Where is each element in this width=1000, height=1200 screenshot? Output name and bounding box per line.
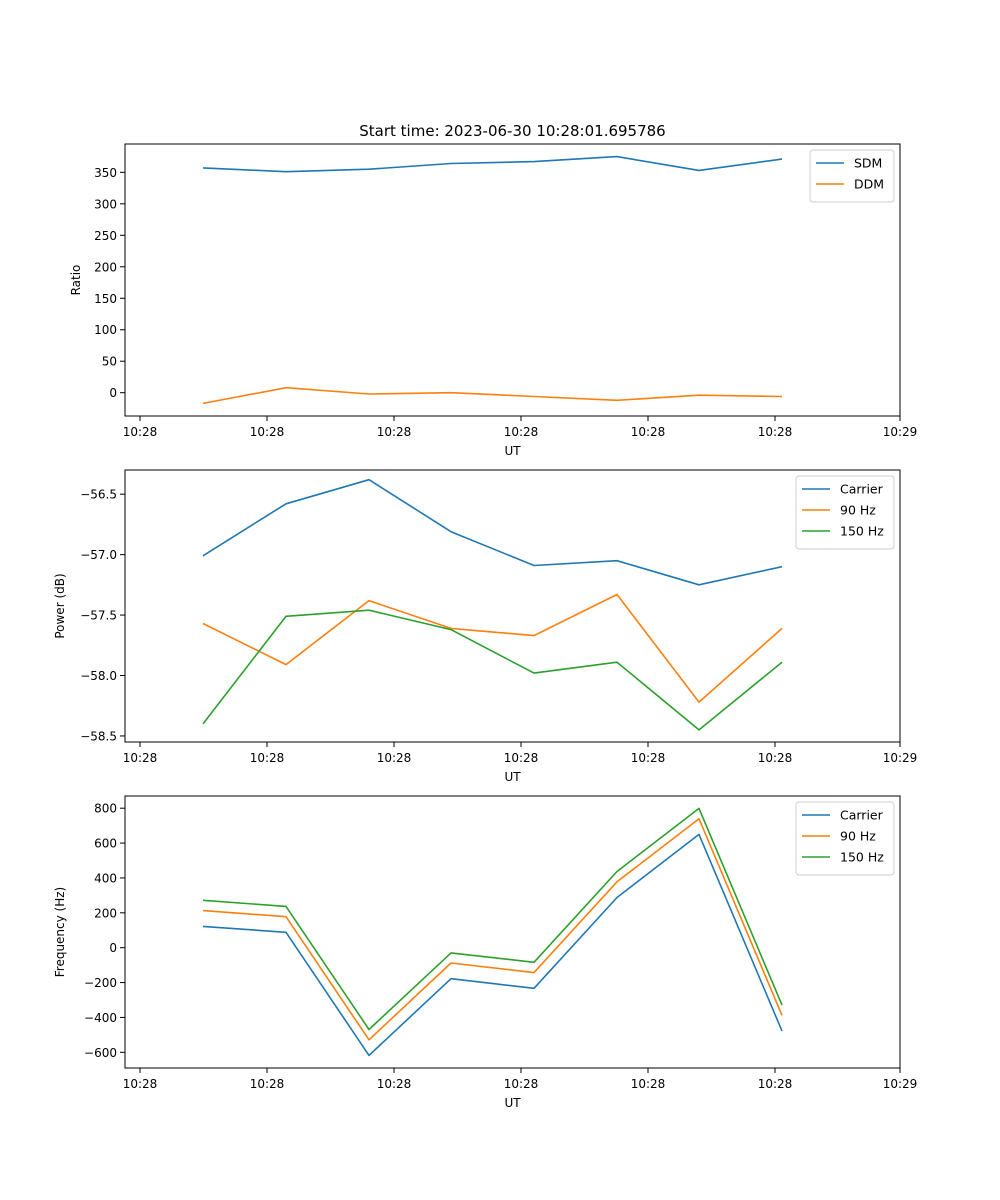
axes-frame: [124, 143, 901, 417]
x-tick-label: 10:29: [883, 425, 918, 439]
x-tick-label: 10:28: [250, 1077, 285, 1091]
legend-label: 150 Hz: [840, 524, 884, 539]
legend-label: SDM: [854, 156, 882, 171]
x-tick-label: 10:28: [250, 751, 285, 765]
y-tick-label: −57.5: [80, 609, 117, 623]
y-tick-label: 250: [94, 229, 117, 243]
y-tick-label: −58.5: [80, 729, 117, 743]
x-tick-label: 10:28: [758, 425, 793, 439]
legend-label: 90 Hz: [840, 503, 876, 518]
series-line-150-hz: [202, 609, 783, 731]
x-axis-label: UT: [504, 770, 521, 784]
x-tick-label: 10:28: [631, 425, 666, 439]
series-line-150-hz: [202, 807, 783, 1031]
chart-panel-2: 10:28 10:28 10:28 10:28 10:28 10:28 10:29 −58.5…: [53, 469, 918, 784]
chart-panel-3: 10:28 10:28 10:28 10:28 10:28 10:28 10:29 −600 −…: [53, 795, 918, 1110]
x-tick-label: 10:28: [377, 425, 412, 439]
x-tick-label: 10:28: [123, 1077, 158, 1091]
legend-label: 90 Hz: [840, 829, 876, 844]
y-tick-label: 200: [94, 906, 117, 920]
x-tick-label: 10:28: [504, 751, 539, 765]
y-tick-label: −58.0: [80, 669, 117, 683]
y-tick-label: −57.0: [80, 548, 117, 562]
y-tick-label: −56.5: [80, 488, 117, 502]
y-tick-label: −600: [84, 1046, 117, 1060]
y-tick-label: 600: [94, 837, 117, 851]
x-axis-label: UT: [504, 1096, 521, 1110]
series-line-sdm: [202, 155, 783, 173]
legend-label: 150 Hz: [840, 850, 884, 865]
y-axis-label: Power (dB): [53, 573, 67, 638]
x-tick-label: 10:28: [123, 751, 158, 765]
series-line-ddm: [202, 386, 783, 405]
y-tick-label: 200: [94, 260, 117, 274]
series-line-90-hz: [202, 593, 783, 703]
y-tick-label: 350: [94, 166, 117, 180]
x-tick-label: 10:28: [377, 1077, 412, 1091]
figure-title: Start time: 2023-06-30 10:28:01.695786: [359, 122, 665, 140]
series-line-carrier: [202, 478, 783, 586]
y-axis-label: Frequency (Hz): [53, 887, 67, 978]
axes-frame: [124, 795, 901, 1069]
x-tick-label: 10:29: [883, 751, 918, 765]
series-line-90-hz: [202, 817, 783, 1041]
axes-frame: [124, 469, 901, 743]
y-tick-label: −200: [84, 976, 117, 990]
legend-label: Carrier: [840, 808, 884, 823]
y-tick-label: 0: [109, 386, 117, 400]
x-tick-label: 10:28: [758, 1077, 793, 1091]
x-tick-label: 10:28: [504, 425, 539, 439]
y-tick-label: 50: [102, 355, 117, 369]
y-tick-label: −400: [84, 1011, 117, 1025]
y-tick-label: 150: [94, 292, 117, 306]
series-line-carrier: [202, 833, 783, 1057]
x-tick-label: 10:28: [123, 425, 158, 439]
legend-label: DDM: [854, 177, 884, 192]
x-tick-label: 10:28: [631, 1077, 666, 1091]
y-tick-label: 100: [94, 323, 117, 337]
x-axis-label: UT: [504, 444, 521, 458]
y-tick-label: 400: [94, 871, 117, 885]
y-tick-label: 800: [94, 802, 117, 816]
x-tick-label: 10:28: [631, 751, 666, 765]
x-tick-label: 10:28: [250, 425, 285, 439]
x-tick-label: 10:28: [377, 751, 412, 765]
x-tick-label: 10:28: [758, 751, 793, 765]
x-tick-label: 10:29: [883, 1077, 918, 1091]
x-tick-label: 10:28: [504, 1077, 539, 1091]
y-tick-label: 300: [94, 197, 117, 211]
y-axis-label: Ratio: [69, 265, 83, 296]
chart-panel-1: 10:28 10:28 10:28 10:28 10:28 10:28 10:29 0 50 10…: [69, 143, 918, 458]
legend-label: Carrier: [840, 482, 884, 497]
y-tick-label: 0: [109, 941, 117, 955]
